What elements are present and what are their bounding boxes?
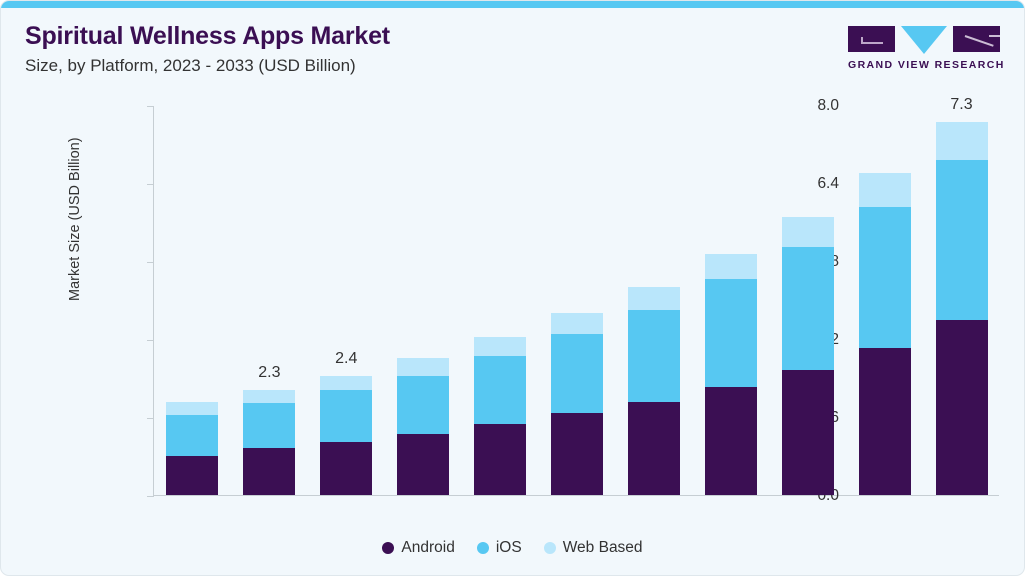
top-accent-bar [1, 1, 1024, 8]
bar-group[interactable] [397, 358, 450, 495]
legend-swatch-icon [382, 542, 395, 554]
y-tick-label: 6.4 [817, 175, 839, 192]
legend-item-android[interactable]: Android [382, 539, 455, 557]
bar-segment-ios[interactable] [858, 206, 911, 348]
bar-segment-ios[interactable] [166, 415, 219, 456]
y-tick-mark [147, 184, 154, 185]
bar-segment-ios[interactable] [397, 376, 450, 435]
bar-segment-web-based[interactable] [781, 217, 834, 248]
bar-segment-android[interactable] [551, 413, 603, 495]
bar-segment-web-based[interactable] [397, 358, 450, 377]
bar-segment-web-based[interactable] [474, 337, 527, 357]
bar-segment-android[interactable] [627, 401, 680, 495]
bar-segment-web-based[interactable] [935, 122, 988, 161]
legend-item-web-based[interactable]: Web Based [543, 539, 643, 557]
bar-value-label: 2.3 [258, 364, 281, 382]
bar-segment-ios[interactable] [551, 334, 603, 414]
grand-view-research-logo: GRAND VIEW RESEARCH [848, 26, 1005, 71]
bar-segment-web-based[interactable] [858, 172, 911, 207]
bar-segment-android[interactable] [781, 370, 834, 495]
bar-group[interactable] [704, 253, 757, 495]
bar-segment-android[interactable] [397, 434, 450, 495]
y-axis-title: Market Size (USD Billion) [67, 137, 83, 301]
bar-segment-ios[interactable] [627, 309, 680, 402]
legend-swatch-icon [543, 542, 556, 554]
logo-r-block-icon [953, 26, 1000, 52]
y-tick-mark [147, 262, 154, 263]
logo-r-bar [989, 35, 1000, 37]
legend-label: Web Based [562, 539, 643, 556]
plot-area: 0.01.63.24.86.48.0 2.32.47.3 20232024202… [147, 96, 999, 504]
bar-segment-web-based[interactable] [551, 313, 603, 335]
bar-group[interactable]: 7.3 [935, 96, 988, 495]
bar-segment-web-based[interactable] [627, 286, 680, 310]
chart-subtitle: Size, by Platform, 2023 - 2033 (USD Bill… [25, 55, 356, 75]
logo-text: GRAND VIEW RESEARCH [848, 59, 1005, 71]
bar-group[interactable] [474, 337, 527, 495]
bar-segment-web-based[interactable] [243, 390, 296, 404]
bar-group[interactable] [551, 313, 603, 495]
logo-g-block-icon [848, 26, 895, 52]
bar-segment-android[interactable] [320, 441, 373, 495]
y-tick-mark [147, 418, 154, 419]
bar-segment-ios[interactable] [781, 247, 834, 371]
logo-marks [848, 26, 1000, 54]
bar-segment-ios[interactable] [474, 356, 527, 424]
bar-group[interactable] [627, 286, 680, 495]
y-tick-mark [147, 340, 154, 341]
bar-segment-android[interactable] [166, 456, 219, 495]
chart-legend: Android iOS Web Based [1, 539, 1024, 557]
legend-item-ios[interactable]: iOS [476, 539, 522, 557]
bar-segment-ios[interactable] [935, 160, 988, 320]
bar-segment-ios[interactable] [243, 403, 296, 449]
bar-segment-android[interactable] [935, 320, 988, 495]
legend-swatch-icon [476, 542, 489, 554]
bar-segment-web-based[interactable] [704, 253, 757, 279]
bar-group[interactable] [781, 217, 834, 495]
legend-label: iOS [495, 539, 522, 556]
logo-v-triangle-icon [901, 26, 947, 54]
bar-group[interactable]: 2.4 [320, 350, 373, 495]
bar-segment-android[interactable] [474, 423, 527, 495]
chart-title: Spiritual Wellness Apps Market [25, 22, 390, 50]
chart-header: Spiritual Wellness Apps Market Size, by … [25, 22, 390, 76]
bar-value-label: 2.4 [335, 350, 358, 368]
bar-segment-web-based[interactable] [320, 375, 373, 390]
bar-group[interactable] [858, 172, 911, 495]
y-tick-mark [147, 496, 154, 497]
y-tick-mark [147, 106, 154, 107]
bar-value-label: 7.3 [950, 96, 973, 114]
bar-segment-web-based[interactable] [166, 401, 219, 416]
legend-label: Android [401, 539, 455, 556]
logo-g-notch [861, 37, 883, 44]
bar-segment-android[interactable] [704, 386, 757, 495]
bar-segment-android[interactable] [858, 347, 911, 495]
bar-group[interactable] [166, 401, 219, 495]
bar-segment-ios[interactable] [704, 278, 757, 387]
y-tick-label: 8.0 [817, 97, 839, 114]
bar-group[interactable]: 2.3 [243, 364, 296, 495]
bar-segment-android[interactable] [243, 448, 296, 495]
bar-segment-ios[interactable] [320, 389, 373, 442]
